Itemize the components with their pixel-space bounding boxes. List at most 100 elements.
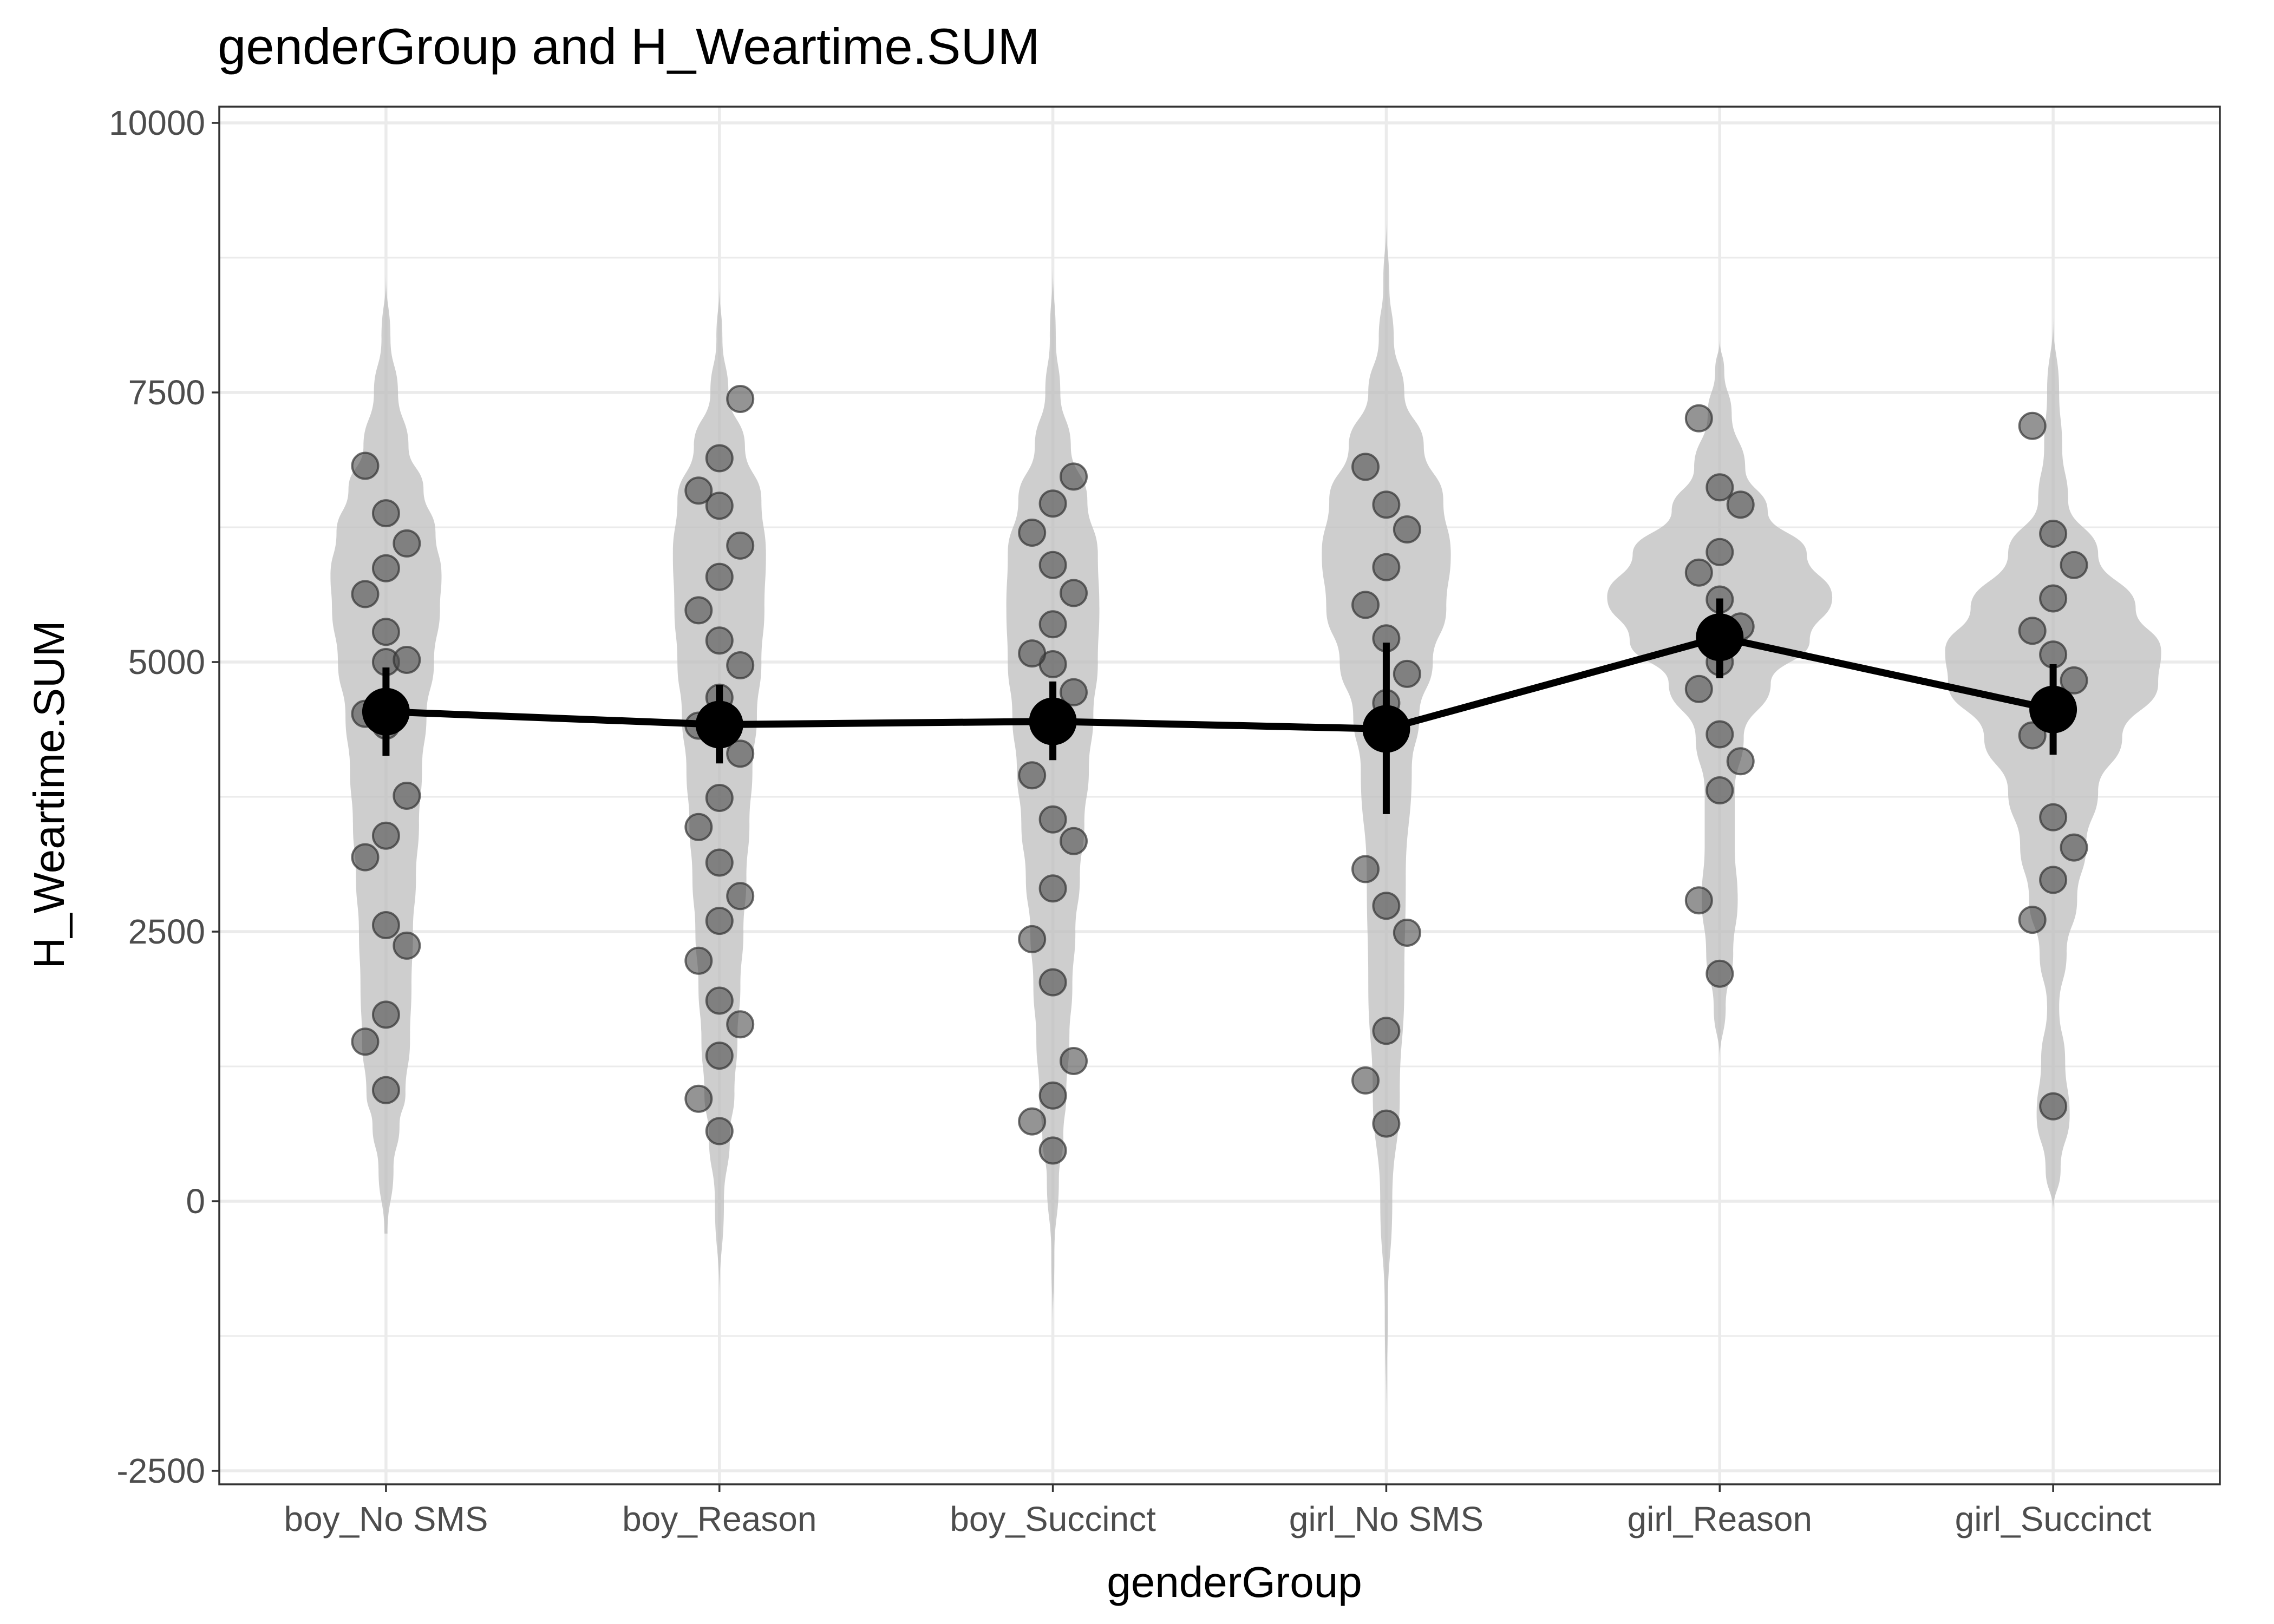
violins <box>330 220 2161 1417</box>
data-point <box>1372 1017 1401 1045</box>
x-tick-label: boy_Reason <box>622 1499 816 1538</box>
y-tick-label: 2500 <box>128 912 205 951</box>
data-point <box>393 529 421 558</box>
data-point <box>2039 866 2068 894</box>
data-point <box>2039 1092 2068 1121</box>
mean-point <box>695 700 743 749</box>
y-tick-label: 7500 <box>128 373 205 412</box>
violin-girl_Reason <box>1607 338 1833 1061</box>
data-point <box>371 821 400 850</box>
data-point <box>1060 462 1088 491</box>
data-point <box>1038 968 1067 997</box>
y-axis: -2500 0 2500 5000 7500 10000 <box>109 103 219 1490</box>
data-point <box>1726 747 1755 776</box>
violin-girl_No SMS <box>1322 220 1451 1417</box>
y-tick-label: 0 <box>186 1182 205 1221</box>
data-point <box>1351 591 1380 619</box>
data-point <box>1351 855 1380 883</box>
grid-lines <box>219 107 2220 1484</box>
x-axis: boy_No SMS boy_Reason boy_Succinct girl_No … <box>284 1484 2152 1538</box>
panel-border <box>218 106 2221 1485</box>
data-point <box>371 911 400 939</box>
data-point <box>705 907 734 935</box>
data-point <box>351 580 380 608</box>
data-point <box>393 646 421 674</box>
data-point <box>1060 579 1088 607</box>
y-tick-label: -2500 <box>116 1451 205 1490</box>
data-point <box>1038 805 1067 834</box>
data-point <box>2060 833 2088 862</box>
data-point <box>1038 1081 1067 1110</box>
data-point <box>726 385 755 413</box>
violin-boy_Succinct <box>1006 263 1100 1331</box>
data-point <box>1393 659 1421 688</box>
x-axis-title: genderGroup <box>1107 1558 1362 1606</box>
data-point <box>371 1076 400 1104</box>
data-point <box>705 784 734 812</box>
data-point <box>393 782 421 810</box>
data-point <box>726 882 755 911</box>
data-point <box>1351 453 1380 481</box>
data-point <box>393 931 421 960</box>
data-point <box>1018 1107 1047 1136</box>
data-point <box>2018 617 2047 645</box>
data-point <box>705 492 734 520</box>
data-point <box>1684 886 1713 915</box>
data-point <box>684 476 713 505</box>
y-tick-label: 5000 <box>128 643 205 682</box>
data-point <box>684 946 713 975</box>
data-point <box>1060 1047 1088 1075</box>
violin-girl_Succinct <box>1945 317 2161 1212</box>
x-tick-label: girl_No SMS <box>1289 1499 1484 1538</box>
data-point <box>1393 919 1421 947</box>
data-point <box>1038 1136 1067 1165</box>
data-point <box>1018 761 1047 790</box>
data-point <box>1038 874 1067 903</box>
plot-panel <box>218 106 2221 1485</box>
data-point <box>371 499 400 528</box>
data-point <box>705 1117 734 1145</box>
data-point <box>2018 906 2047 934</box>
data-point <box>705 1042 734 1070</box>
data-point <box>371 618 400 646</box>
data-point <box>1706 720 1734 749</box>
data-point <box>1706 473 1734 502</box>
data-point <box>1393 515 1421 543</box>
mean-point <box>1029 697 1077 745</box>
data-point <box>2018 721 2047 750</box>
data-point <box>705 848 734 877</box>
data-point <box>351 451 380 480</box>
data-point <box>351 843 380 872</box>
y-axis-title: H_Weartime.SUM <box>25 620 73 968</box>
data-point <box>1372 892 1401 920</box>
data-point <box>1038 610 1067 639</box>
mean-point <box>1362 705 1410 753</box>
data-point <box>2060 551 2088 579</box>
data-point <box>2039 640 2068 669</box>
mean-point <box>1696 613 1744 662</box>
data-point <box>684 596 713 625</box>
data-point <box>1372 553 1401 581</box>
data-point <box>2039 584 2068 613</box>
data-point <box>1706 959 1734 988</box>
data-point <box>1372 490 1401 519</box>
data-point <box>705 626 734 655</box>
data-point <box>726 651 755 679</box>
data-point <box>1684 404 1713 433</box>
data-point <box>726 739 755 768</box>
data-point <box>1018 519 1047 547</box>
chart-title: genderGroup and H_Weartime.SUM <box>218 18 1040 75</box>
mean-point <box>362 687 410 736</box>
data-point <box>1060 827 1088 855</box>
data-point <box>1726 490 1755 519</box>
data-point <box>726 1010 755 1039</box>
mean-point <box>2029 685 2077 734</box>
data-point <box>1684 675 1713 703</box>
data-point <box>2039 520 2068 548</box>
data-point <box>1060 678 1088 706</box>
data-point <box>684 813 713 841</box>
data-point <box>2018 411 2047 440</box>
data-points <box>351 385 2088 1165</box>
data-point <box>371 1000 400 1029</box>
